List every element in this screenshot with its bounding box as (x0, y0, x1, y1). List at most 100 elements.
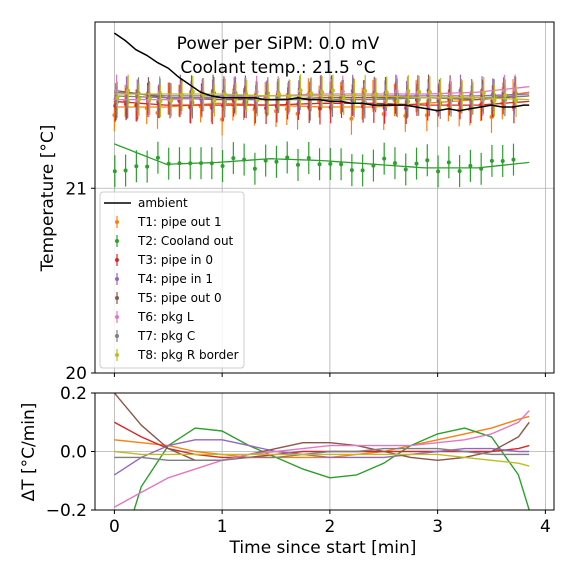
series-8-point (320, 90, 325, 95)
legend-entry-7: T7: pkg C (115, 329, 195, 343)
series-2-point (220, 164, 225, 169)
series-8-point (514, 99, 519, 104)
series-2-point (382, 156, 387, 161)
series-8-point (470, 96, 475, 101)
series-2-point (263, 158, 268, 163)
rate-series-8 (114, 450, 530, 467)
series-2 (112, 141, 530, 188)
legend-entry-8: T8: pkg R border (115, 348, 239, 362)
bottom-ytick-label-1: 0.0 (60, 443, 87, 463)
series-2-point (188, 161, 193, 166)
legend-label: T6: pkg L (137, 310, 194, 324)
bottom-xtick-label-2: 2 (324, 517, 335, 537)
rate-series-7 (114, 447, 530, 461)
bottom-ticks: 0 1 2 3 4 −0.2 0.0 0.2 (46, 384, 551, 537)
series-8-point (374, 91, 379, 96)
bottom-ytick-label-2: 0.2 (60, 384, 87, 404)
series-2-point (306, 155, 311, 160)
annotation-power: Power per SiPM: 0.0 mV (177, 34, 380, 54)
series-8-point (449, 95, 454, 100)
legend-entry-4: T4: pipe in 1 (115, 272, 213, 286)
series-2-point (209, 161, 214, 166)
series-8-point (180, 92, 185, 97)
ambient-line-group (113, 32, 530, 112)
legend-entry-2: T2: Cooland out (115, 234, 234, 248)
legend-swatch-point (115, 258, 119, 262)
top-ytick-label-0: 20 (65, 364, 87, 384)
series-8-point (298, 88, 303, 93)
legend-swatch-point (115, 315, 119, 319)
legend-swatch-point (115, 353, 119, 357)
legend-entry-5: T5: pipe out 0 (115, 291, 222, 305)
top-ylabel: Temperature [°C] (38, 125, 58, 273)
series-2-point (479, 166, 484, 171)
ambient-line (113, 32, 530, 112)
series-8-point (417, 89, 422, 94)
bottom-ylabel: ΔT [°C/min] (19, 403, 39, 502)
series-2-point (468, 163, 473, 168)
bottom-ytick-label-0: −0.2 (46, 501, 87, 521)
series-2-point (242, 157, 247, 162)
series-8-point (395, 99, 400, 104)
legend-label: T2: Cooland out (137, 234, 234, 248)
series-8-point (363, 88, 368, 93)
series-2-point (145, 164, 150, 169)
series-2-point (199, 161, 204, 166)
series-1-point (349, 116, 354, 121)
series-2-point (511, 157, 516, 162)
series-2-point (274, 159, 279, 164)
series-2-point (317, 162, 322, 167)
top-series-group (112, 74, 530, 188)
series-8-point (406, 89, 411, 94)
series-2-point (177, 161, 182, 166)
legend-label: T4: pipe in 1 (137, 272, 213, 286)
series-2-point (252, 166, 257, 171)
rate-series-4 (114, 439, 530, 476)
series-8-point (492, 98, 497, 103)
legend-swatch-point (115, 220, 119, 224)
rate-series-2 (133, 427, 530, 510)
series-2-point (392, 161, 397, 166)
series-2-point (166, 161, 171, 166)
series-8-point (427, 90, 432, 95)
series-8 (114, 74, 530, 118)
series-8-point (438, 92, 443, 97)
series-8-point (136, 97, 141, 102)
series-2-point (414, 161, 419, 166)
series-8-point (126, 88, 131, 93)
legend-label: T1: pipe out 1 (137, 215, 222, 229)
series-8-point (158, 99, 163, 104)
series-8-point (352, 92, 357, 97)
rate-series-5 (113, 393, 530, 461)
series-8-point (481, 90, 486, 95)
series-8-point (223, 92, 228, 97)
series-8-point (503, 93, 508, 98)
series-8-point (190, 89, 195, 94)
legend-entry-6: T6: pkg L (115, 310, 194, 324)
legend-swatch-point (115, 296, 119, 300)
series-8-point (287, 93, 292, 98)
legend-ambient-label: ambient (138, 196, 188, 210)
series-8-point (460, 94, 465, 99)
series-2-point (403, 167, 408, 172)
legend-entries: T1: pipe out 1 T2: Cooland out T3: pipe in… (115, 215, 239, 362)
legend-label: T5: pipe out 0 (137, 291, 222, 305)
series-2-point (446, 160, 451, 165)
legend-entry-1: T1: pipe out 1 (115, 215, 222, 229)
legend-box (99, 191, 245, 369)
series-8-point (384, 90, 389, 95)
legend-entry-3: T3: pipe in 0 (115, 253, 213, 267)
series-8-point (212, 98, 217, 103)
top-ytick-label-1: 21 (65, 179, 87, 199)
series-8-point (309, 91, 314, 96)
series-2-point (112, 169, 117, 174)
bottom-xlabel: Time since start [min] (229, 538, 417, 558)
series-2-point (328, 161, 333, 166)
annotation-coolant: Coolant temp.: 21.5 °C (180, 58, 375, 78)
series-2-point (295, 162, 300, 167)
bottom-xtick-label-1: 1 (217, 517, 228, 537)
rate-series-6 (114, 410, 530, 508)
bottom-xtick-label-3: 3 (432, 517, 443, 537)
bottom-xtick-label-0: 0 (109, 517, 120, 537)
